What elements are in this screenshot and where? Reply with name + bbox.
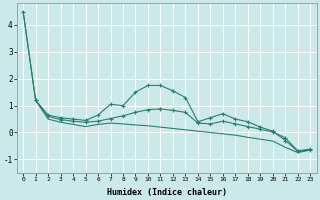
X-axis label: Humidex (Indice chaleur): Humidex (Indice chaleur) [107, 188, 227, 197]
